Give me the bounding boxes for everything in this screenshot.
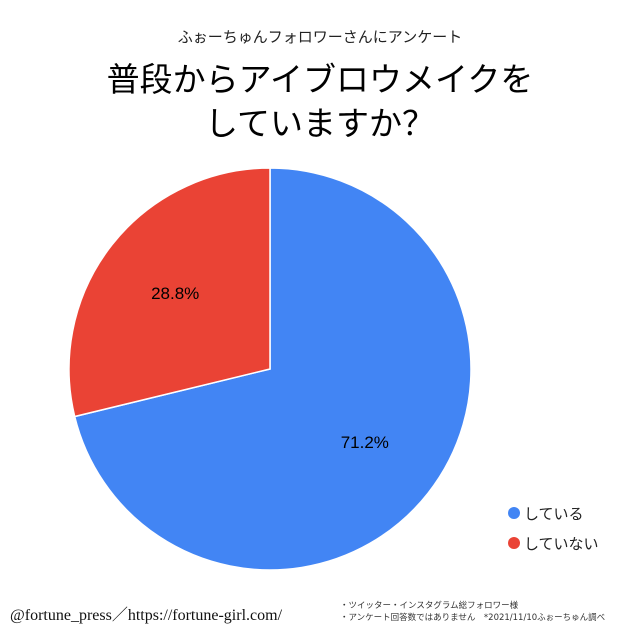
pie-label-doing: 71.2%	[341, 433, 389, 452]
chart-subtitle: ふぉーちゅんフォロワーさんにアンケート	[177, 28, 463, 46]
footer-credit: @fortune_press／https://fortune-girl.com/	[10, 607, 283, 624]
legend-item-doing: している	[508, 500, 599, 526]
footer-notes: ・ツイッター・インスタグラム総フォロワー様 ・アンケート回答数ではありません *…	[340, 600, 605, 624]
pie-slice-doing	[73, 167, 472, 571]
legend-swatch-not-doing	[508, 537, 520, 549]
legend-swatch-doing	[508, 507, 520, 519]
chart-title-line-2: していますか？	[204, 104, 435, 143]
legend-item-not-doing: していない	[508, 530, 599, 556]
pie-slice-not-doing	[68, 167, 271, 418]
legend-label-not-doing: していない	[524, 534, 599, 553]
chart-title-line-1: 普段からアイブロウメイクを	[106, 60, 534, 99]
pie-label-not-doing: 28.8%	[151, 284, 199, 303]
footer-note-1: ・ツイッター・インスタグラム総フォロワー様	[340, 601, 519, 611]
legend: している していない	[508, 500, 599, 560]
chart-title: 普段からアイブロウメイクを していますか？	[0, 58, 640, 146]
legend-label-doing: している	[524, 504, 584, 523]
footer-note-2: ・アンケート回答数ではありません *2021/11/10ふぉーちゅん調べ	[340, 613, 606, 623]
